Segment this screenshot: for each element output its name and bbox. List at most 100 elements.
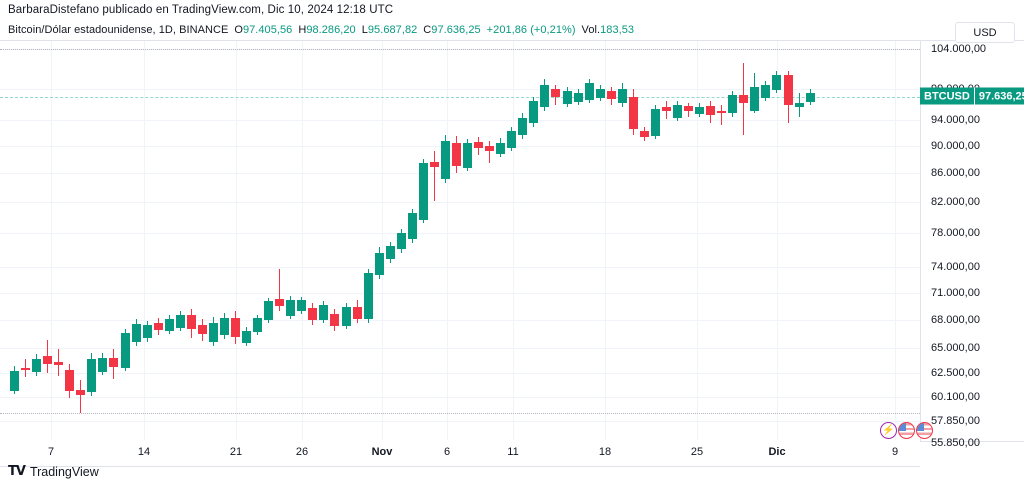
candlestick xyxy=(363,41,373,441)
candlestick-body xyxy=(761,85,771,98)
gridline-horizontal xyxy=(0,173,920,174)
legend-open-value: 97.405,56 xyxy=(242,24,293,36)
time-axis-tick: 25 xyxy=(690,446,704,458)
candlestick xyxy=(197,41,207,441)
candlestick xyxy=(474,41,484,441)
candlestick-body xyxy=(186,315,196,329)
candlestick xyxy=(507,41,517,441)
candlestick-wick xyxy=(489,141,491,163)
last-price-line xyxy=(0,97,920,98)
candlestick-body xyxy=(319,305,329,320)
price-axis-tick: 104.000,00 xyxy=(931,43,987,55)
gridline-vertical xyxy=(382,41,383,441)
candlestick-body xyxy=(153,323,163,330)
time-axis-tick: Nov xyxy=(371,446,393,458)
candlestick-body xyxy=(617,89,627,103)
candlestick xyxy=(76,41,86,441)
price-axis-tick: 78.000,00 xyxy=(931,227,980,239)
price-axis-tick: 65.000,00 xyxy=(931,342,980,354)
candlestick-body xyxy=(772,75,782,90)
candlestick xyxy=(628,41,638,441)
candlestick xyxy=(684,41,694,441)
gridline-vertical xyxy=(777,41,778,441)
candlestick xyxy=(639,41,649,441)
candlestick xyxy=(452,41,461,441)
candlestick-wick xyxy=(80,380,82,413)
candlestick xyxy=(54,41,64,441)
gridline-horizontal xyxy=(0,202,920,203)
candlestick xyxy=(385,41,395,441)
candlestick-body xyxy=(385,246,395,259)
price-axis-tick: 55.850,00 xyxy=(931,437,980,449)
currency-selector[interactable]: USD xyxy=(955,22,1015,43)
us-flag-badge-icon-1[interactable] xyxy=(898,422,915,439)
candlestick xyxy=(706,41,716,441)
tradingview-footer-logo: TV TradingView xyxy=(8,464,99,479)
price-axis-tick: 60.100,00 xyxy=(931,391,980,403)
candlestick-body xyxy=(606,91,616,99)
candlestick-body xyxy=(573,93,583,102)
gridline-vertical xyxy=(513,41,514,441)
candlestick xyxy=(518,41,528,441)
candlestick-body xyxy=(805,93,815,102)
candlestick-body xyxy=(253,318,263,332)
candlestick-body xyxy=(684,106,694,111)
candlestick xyxy=(673,41,682,441)
gridline-horizontal xyxy=(0,89,920,90)
time-axis-tick: 9 xyxy=(891,446,899,458)
candlestick-body xyxy=(595,89,605,98)
candlestick-body xyxy=(661,107,671,111)
candlestick-body xyxy=(440,141,450,179)
time-axis-tick: 11 xyxy=(507,446,519,458)
legend-low-label: L xyxy=(361,24,368,36)
candlestick xyxy=(440,41,450,441)
candlestick-body xyxy=(396,233,406,249)
gridline-horizontal xyxy=(0,348,920,349)
candlestick-body xyxy=(109,358,119,367)
candlestick xyxy=(739,41,749,441)
lightning-badge-icon[interactable]: ⚡ xyxy=(880,422,897,439)
candlestick-wick xyxy=(279,269,281,311)
candlestick xyxy=(717,41,727,441)
candlestick-body xyxy=(297,300,307,311)
candlestick-body xyxy=(429,162,439,167)
us-flag-badge-icon-2[interactable] xyxy=(916,422,933,439)
candlestick xyxy=(352,41,362,441)
candlestick xyxy=(186,41,196,441)
gridline-horizontal xyxy=(0,267,920,268)
candlestick xyxy=(772,41,782,441)
candlestick-wick xyxy=(721,105,723,125)
price-axis-tick: 82.000,00 xyxy=(931,196,980,208)
candlestick-body xyxy=(76,390,86,395)
candlestick xyxy=(407,41,417,441)
candlestick-body xyxy=(43,356,53,364)
gridline-vertical xyxy=(236,41,237,441)
candlestick-body xyxy=(418,163,428,220)
time-axis-tick: 21 xyxy=(229,446,243,458)
candlestick-body xyxy=(131,324,141,342)
chart-plot-area[interactable] xyxy=(0,40,920,442)
candlestick-body xyxy=(275,299,285,306)
legend-volume-label: Vol. xyxy=(581,24,601,36)
candlestick-body xyxy=(695,107,705,114)
candlestick xyxy=(264,41,274,441)
candlestick xyxy=(374,41,384,441)
candlestick xyxy=(120,41,130,441)
legend-low-value: 95.687,82 xyxy=(367,24,418,36)
candlestick-body xyxy=(739,95,749,103)
candlestick-body xyxy=(341,307,351,326)
candlestick xyxy=(584,41,594,441)
candlestick-body xyxy=(452,143,461,166)
candlestick-body xyxy=(197,325,207,334)
gridline-vertical xyxy=(605,41,606,441)
candlestick-body xyxy=(10,371,19,391)
time-axis[interactable]: 7 14 21 26 Nov 6 11 18 25 Dic 9 xyxy=(0,440,920,467)
candlestick xyxy=(794,41,804,441)
gridline-vertical xyxy=(51,41,52,441)
gridline-horizontal xyxy=(0,373,920,374)
candlestick-body xyxy=(562,91,572,104)
time-axis-tick: Dic xyxy=(768,446,786,458)
candlestick xyxy=(87,41,97,441)
candlestick-body xyxy=(650,109,660,136)
candlestick-body xyxy=(750,87,760,111)
